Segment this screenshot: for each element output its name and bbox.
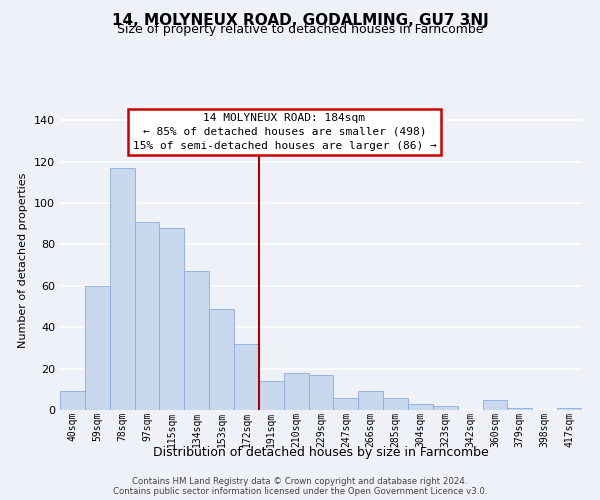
Bar [60, 392, 85, 410]
Bar [508, 408, 532, 410]
Bar [433, 406, 458, 410]
Bar [85, 286, 110, 410]
Bar [160, 228, 184, 410]
Text: Distribution of detached houses by size in Farncombe: Distribution of detached houses by size … [153, 446, 489, 459]
Bar [408, 404, 433, 410]
Text: 14 MOLYNEUX ROAD: 184sqm
← 85% of detached houses are smaller (498)
15% of semi-: 14 MOLYNEUX ROAD: 184sqm ← 85% of detach… [133, 113, 436, 151]
Bar [284, 373, 308, 410]
Text: Contains HM Land Registry data © Crown copyright and database right 2024.: Contains HM Land Registry data © Crown c… [132, 476, 468, 486]
Bar [209, 308, 234, 410]
Y-axis label: Number of detached properties: Number of detached properties [19, 172, 28, 348]
Bar [234, 344, 259, 410]
Text: Size of property relative to detached houses in Farncombe: Size of property relative to detached ho… [117, 24, 483, 36]
Bar [134, 222, 160, 410]
Bar [358, 392, 383, 410]
Text: 14, MOLYNEUX ROAD, GODALMING, GU7 3NJ: 14, MOLYNEUX ROAD, GODALMING, GU7 3NJ [112, 12, 488, 28]
Bar [334, 398, 358, 410]
Bar [110, 168, 134, 410]
Bar [184, 272, 209, 410]
Text: Contains public sector information licensed under the Open Government Licence v3: Contains public sector information licen… [113, 486, 487, 496]
Bar [259, 381, 284, 410]
Bar [482, 400, 508, 410]
Bar [557, 408, 582, 410]
Bar [308, 375, 334, 410]
Bar [383, 398, 408, 410]
